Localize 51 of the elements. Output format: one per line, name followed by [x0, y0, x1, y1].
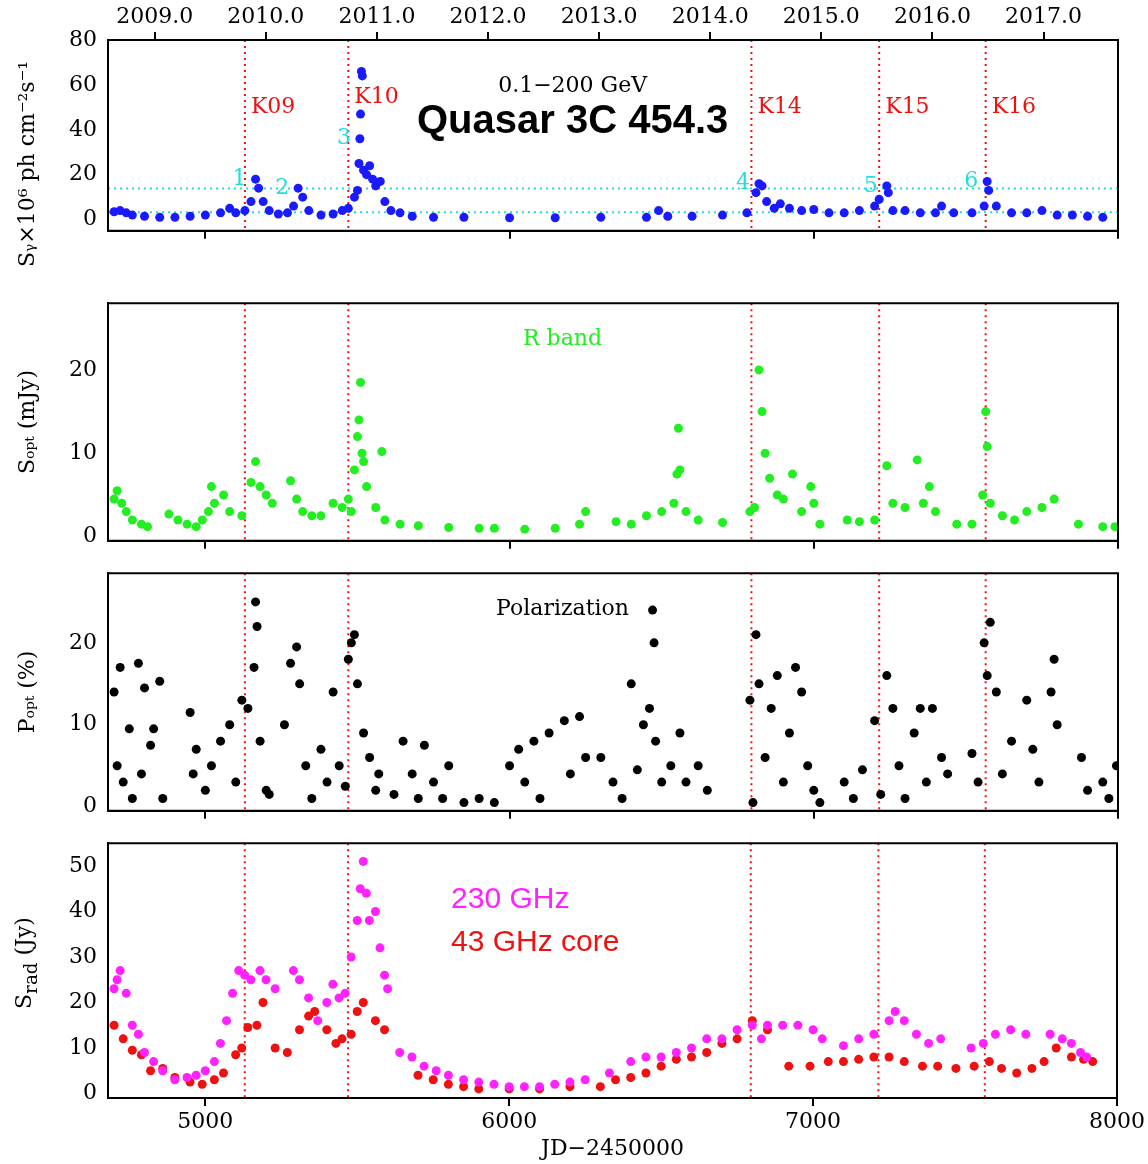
- x-tick-label: 6000: [481, 1107, 538, 1133]
- y-tick-label: 30: [69, 942, 97, 968]
- y-axis-title: Pₒₚₜ (%): [13, 650, 39, 734]
- x-tick-label: 7000: [785, 1107, 842, 1133]
- annotation: 5: [863, 171, 878, 197]
- annotation: 6: [964, 167, 979, 193]
- series-label: Polarization: [496, 594, 629, 620]
- y-tick-label: 10: [69, 710, 97, 736]
- x-tick-label: 5000: [177, 1107, 234, 1133]
- y-tick-label: 0: [83, 205, 97, 231]
- y-tick-label: 20: [69, 355, 97, 381]
- x2-tick-label: 2016.0: [893, 2, 971, 28]
- annotation: 3: [336, 124, 351, 150]
- annotation: 1: [232, 164, 247, 190]
- y-tick-label: 10: [69, 1033, 97, 1059]
- ref-line-label: K09: [250, 93, 296, 119]
- x-tick-label: 8000: [1089, 1107, 1146, 1133]
- text: Quasar 3C 454.3: [416, 97, 729, 142]
- y-tick-label: 50: [69, 851, 97, 877]
- text: 43 GHz core: [451, 923, 620, 957]
- x2-tick-label: 2012.0: [449, 2, 527, 28]
- ref-line-label: K16: [991, 93, 1037, 119]
- x2-tick-label: 2010.0: [227, 2, 305, 28]
- y-axis-title: Sₒₚₜ (mJy): [13, 369, 39, 475]
- ref-line-label: K15: [885, 93, 930, 119]
- annotation: 2: [275, 173, 290, 199]
- x2-tick-label: 2011.0: [338, 2, 416, 28]
- y-tick-label: 20: [69, 988, 97, 1014]
- y-tick-label: 0: [83, 792, 97, 818]
- annotation: 4: [736, 169, 751, 195]
- x-axis-title: JD−2450000: [539, 1134, 684, 1160]
- y-tick-label: 40: [69, 115, 97, 141]
- ref-line-label: K10: [354, 82, 399, 108]
- x2-tick-label: 2009.0: [116, 2, 194, 28]
- x2-tick-label: 2017.0: [1005, 2, 1083, 28]
- y-tick-label: 0: [83, 1079, 97, 1105]
- y-tick-label: 10: [69, 438, 97, 464]
- x2-tick-label: 2015.0: [782, 2, 860, 28]
- text: R band: [522, 324, 603, 350]
- ref-line-label: K14: [757, 93, 802, 119]
- y-tick-label: 20: [69, 160, 97, 186]
- x2-tick-label: 2013.0: [560, 2, 638, 28]
- text: 230 GHz: [451, 880, 570, 914]
- y-axis-title: Sᵧ×10⁶ ph cm⁻²s⁻¹: [13, 60, 39, 267]
- y-tick-label: 20: [69, 628, 97, 654]
- y-tick-label: 60: [69, 70, 97, 96]
- y-tick-label: 0: [83, 522, 97, 548]
- x2-tick-label: 2014.0: [671, 2, 749, 28]
- annotation: 0.1−200 GeV: [498, 71, 649, 97]
- y-tick-label: 80: [69, 25, 97, 51]
- y-tick-label: 40: [69, 897, 97, 923]
